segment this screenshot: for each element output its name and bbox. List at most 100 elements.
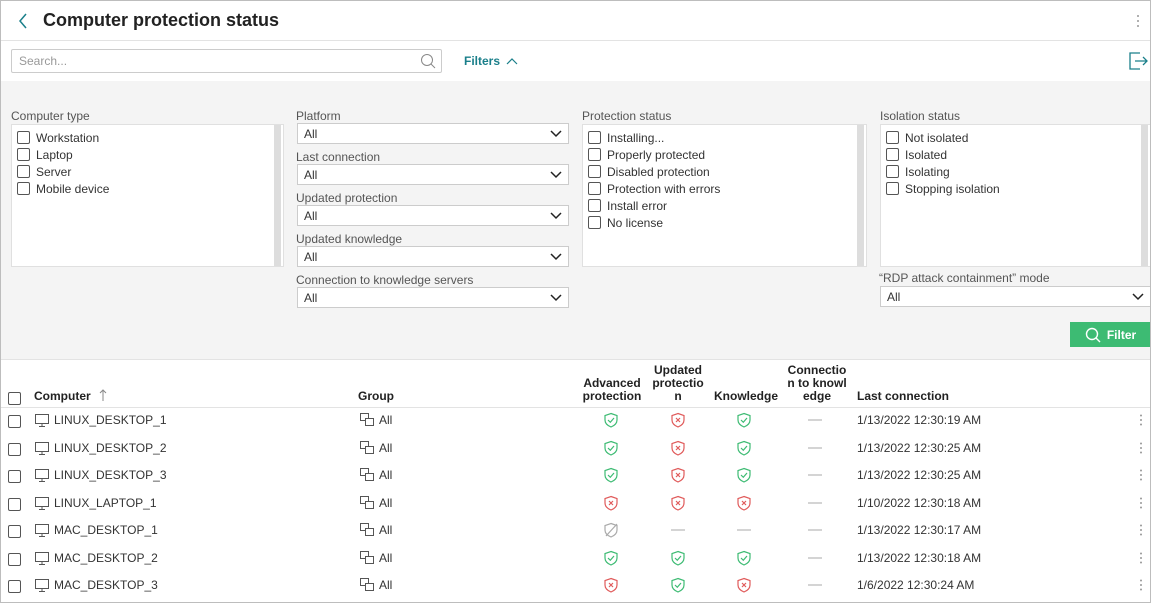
select-value: All: [304, 167, 318, 182]
checkbox-option[interactable]: Server: [17, 163, 283, 180]
group-name: All: [379, 413, 393, 427]
row-menu[interactable]: [1138, 468, 1144, 482]
checkbox-option[interactable]: Protection with errors: [588, 180, 866, 197]
status-icon: [604, 495, 618, 511]
computer-name[interactable]: LINUX_LAPTOP_1: [54, 495, 157, 510]
computer-name[interactable]: MAC_DESKTOP_3: [54, 578, 158, 592]
checkbox[interactable]: [17, 131, 30, 144]
group-icon: [360, 550, 374, 564]
select[interactable]: All: [297, 164, 569, 185]
scrollbar: [274, 125, 281, 266]
row-menu[interactable]: [1138, 496, 1144, 510]
select[interactable]: All: [297, 205, 569, 226]
scrollbar: [857, 125, 864, 266]
option-label: Not isolated: [905, 130, 969, 145]
checkbox-option[interactable]: Workstation: [17, 129, 283, 146]
last-connection: 1/13/2022 12:30:25 AM: [857, 440, 982, 455]
checkbox[interactable]: [886, 148, 899, 161]
checkbox-option[interactable]: No license: [588, 214, 866, 231]
device-icon: [35, 469, 49, 482]
checkbox-option[interactable]: Properly protected: [588, 146, 866, 163]
checkbox[interactable]: [17, 182, 30, 195]
checkbox-option[interactable]: Mobile device: [17, 180, 283, 197]
checkbox[interactable]: [17, 165, 30, 178]
chevron-down: [550, 212, 562, 220]
checkbox[interactable]: [8, 552, 21, 566]
status-icon: [604, 522, 618, 538]
status-icon: [737, 440, 751, 456]
search-icon: [421, 54, 436, 69]
status-icon: [604, 412, 618, 428]
computer-name[interactable]: LINUX_DESKTOP_2: [54, 440, 167, 455]
checkbox[interactable]: [8, 497, 21, 511]
row-menu[interactable]: [1138, 551, 1144, 565]
row-menu[interactable]: [1138, 578, 1144, 592]
device-icon: [35, 524, 49, 537]
device-icon: [35, 441, 49, 455]
row-menu[interactable]: [1138, 441, 1144, 455]
select[interactable]: All: [880, 286, 1150, 307]
group-icon: [360, 413, 374, 426]
checkbox[interactable]: [588, 182, 601, 195]
status-icon: [671, 440, 685, 456]
checkbox[interactable]: [886, 165, 899, 178]
checkbox-option[interactable]: Isolated: [886, 146, 1150, 163]
checkbox[interactable]: [8, 415, 21, 428]
row-menu[interactable]: [1138, 413, 1144, 427]
checkbox[interactable]: [588, 216, 601, 229]
filter-button[interactable]: Filter: [1070, 322, 1150, 347]
status-icon: [737, 550, 751, 566]
last-connection: 1/13/2022 12:30:18 AM: [857, 550, 982, 565]
checkbox[interactable]: [588, 148, 601, 161]
option-label: No license: [607, 215, 664, 230]
checkbox[interactable]: [588, 165, 601, 178]
more-menu[interactable]: [1135, 13, 1141, 29]
select-label: “RDP attack containment” mode: [879, 271, 1050, 285]
chevron-up: [506, 58, 518, 65]
checkbox[interactable]: [886, 182, 899, 195]
select-value: All: [304, 208, 318, 223]
group-icon: [360, 578, 374, 591]
search-box[interactable]: Search...: [11, 49, 442, 73]
checkbox-option[interactable]: Isolating: [886, 163, 1150, 180]
status-icon: [808, 419, 822, 421]
select-label: Updated knowledge: [296, 232, 403, 246]
checkbox[interactable]: [588, 199, 601, 212]
checkbox-option[interactable]: Installing...: [588, 129, 866, 146]
status-icon: [808, 474, 822, 476]
checkbox-option[interactable]: Not isolated: [886, 129, 1150, 146]
status-icon: [671, 412, 685, 428]
checkbox[interactable]: [886, 131, 899, 144]
computer-name[interactable]: MAC_DESKTOP_1: [54, 523, 158, 537]
sort-arrow[interactable]: [99, 388, 107, 402]
checkbox-option[interactable]: Disabled protection: [588, 163, 866, 180]
computer-name[interactable]: LINUX_DESKTOP_3: [54, 468, 167, 482]
checkbox[interactable]: [8, 392, 21, 405]
chevron-down: [550, 294, 562, 302]
checkbox-list: Not isolated Isolated Isolating Stopping is…: [880, 124, 1150, 267]
export-icon[interactable]: [1127, 50, 1149, 72]
select[interactable]: All: [297, 246, 569, 267]
option-label: Stopping isolation: [905, 181, 1000, 196]
checkbox[interactable]: [8, 470, 21, 483]
checkbox[interactable]: [8, 525, 21, 538]
checkbox-option[interactable]: Stopping isolation: [886, 180, 1150, 197]
checkbox[interactable]: [588, 131, 601, 144]
group-name: All: [379, 440, 393, 455]
computer-name[interactable]: LINUX_DESKTOP_1: [54, 413, 167, 427]
select-label: Updated protection: [296, 191, 398, 205]
row-menu[interactable]: [1138, 523, 1144, 537]
filters-toggle[interactable]: Filters: [464, 54, 519, 68]
device-icon: [35, 496, 49, 510]
checkbox-option[interactable]: Laptop: [17, 146, 283, 163]
select[interactable]: All: [297, 123, 569, 144]
back-button[interactable]: [17, 12, 29, 30]
checkbox[interactable]: [8, 580, 21, 593]
checkbox-option[interactable]: Install error: [588, 197, 866, 214]
computer-name[interactable]: MAC_DESKTOP_2: [54, 550, 158, 565]
status-icon: [737, 467, 751, 483]
checkbox[interactable]: [8, 442, 21, 456]
select[interactable]: All: [297, 287, 569, 308]
checkbox[interactable]: [17, 148, 30, 161]
